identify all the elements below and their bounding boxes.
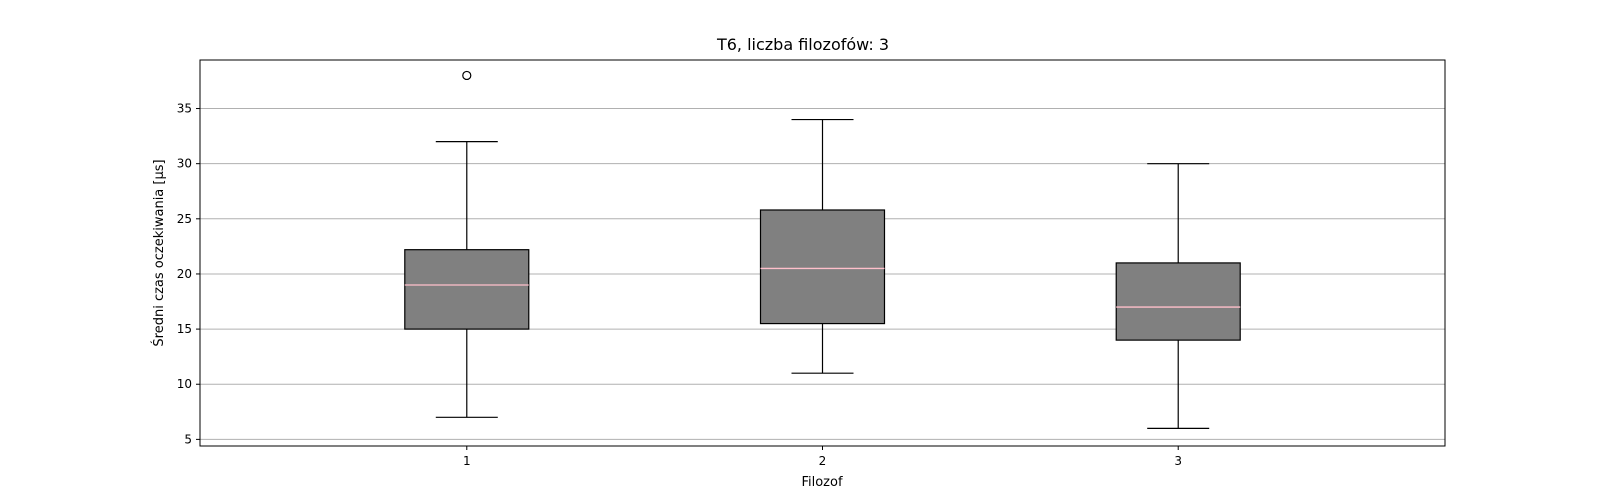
box-plot-1: [404, 70, 530, 418]
chart-title: T6, liczba filozofów: 3: [716, 35, 889, 54]
y-axis: 5 10 15 20 25 30 35: [177, 102, 200, 446]
boxes-layer: [404, 70, 1241, 429]
outlier-point: [462, 70, 472, 81]
y-tick-label: 20: [177, 267, 192, 281]
y-tick-label: 15: [177, 322, 192, 336]
iqr-box: [759, 209, 886, 325]
iqr-box: [1115, 262, 1241, 341]
x-tick-label: 2: [819, 454, 827, 468]
x-tick-label: 3: [1174, 454, 1182, 468]
y-tick-label: 35: [177, 102, 192, 116]
x-axis-title: Filozof: [801, 475, 842, 490]
x-axis: 1 2 3: [463, 446, 1182, 468]
y-tick-label: 5: [184, 432, 192, 446]
y-tick-label: 10: [177, 377, 192, 391]
box-plot-3: [1115, 163, 1241, 429]
y-tick-label: 25: [177, 212, 192, 226]
y-axis-title: Średni czas oczekiwania [µs]: [151, 159, 167, 346]
x-tick-label: 1: [463, 454, 471, 468]
y-tick-label: 30: [177, 157, 192, 171]
box-plot-2: [759, 118, 886, 374]
iqr-box: [404, 249, 530, 330]
